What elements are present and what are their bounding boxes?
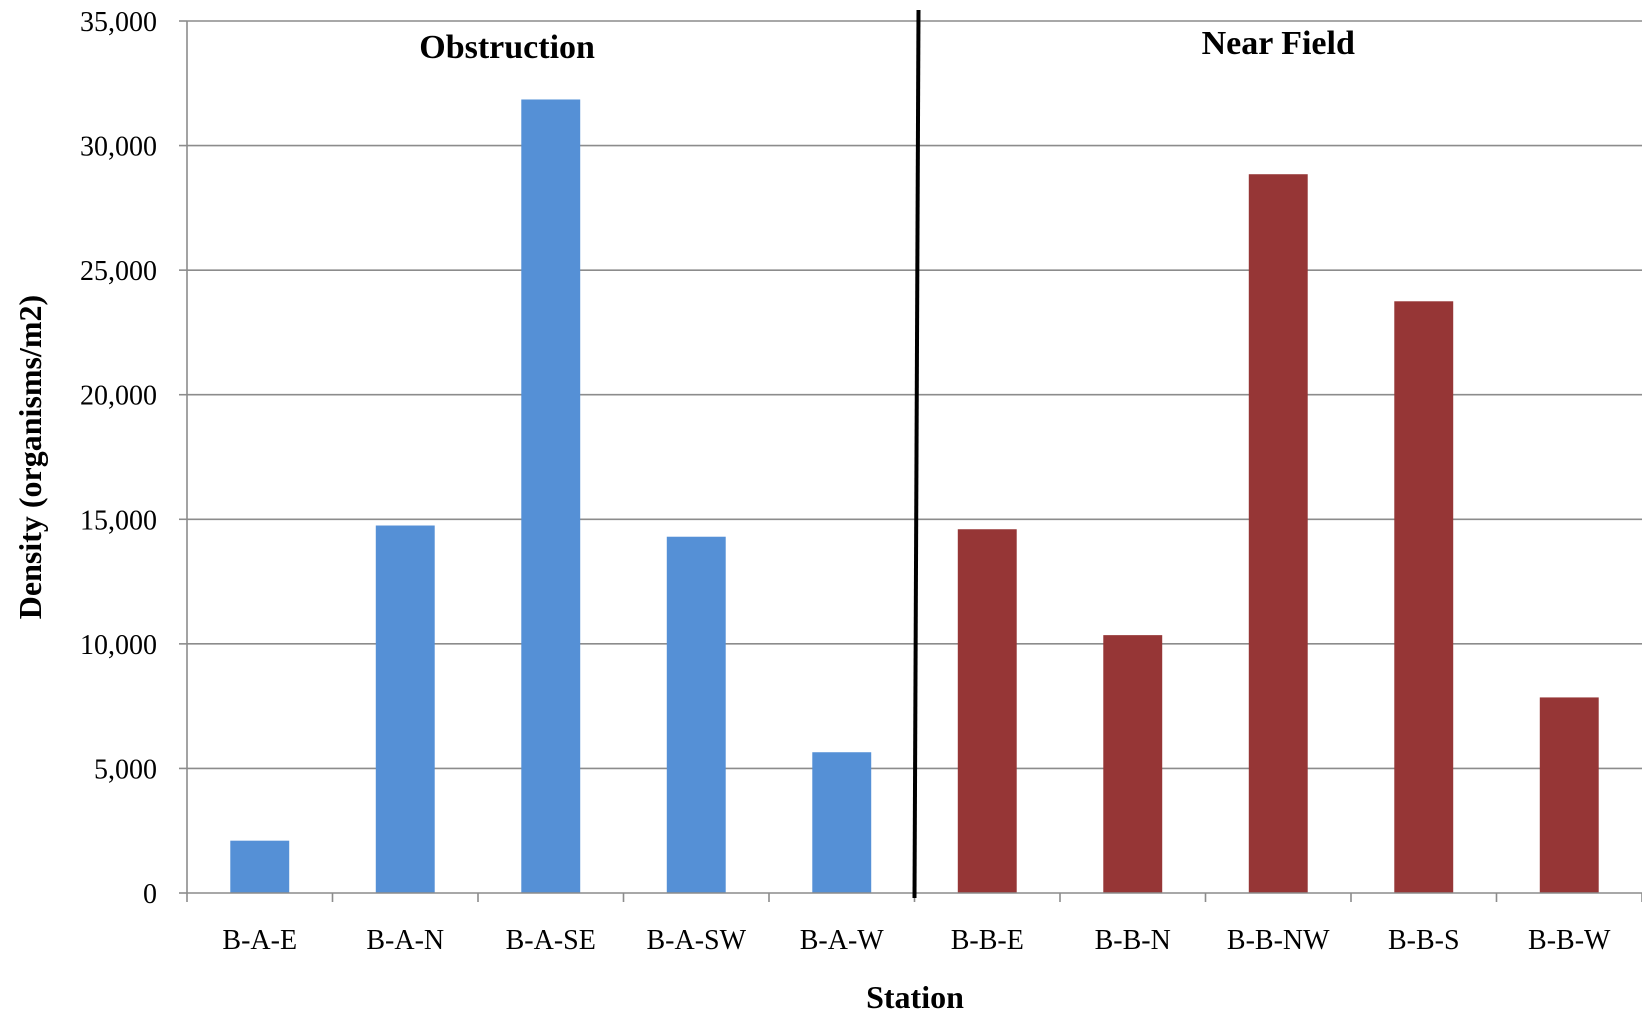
bar-b-a-n	[375, 525, 435, 893]
y-tick-label: 15,000	[80, 505, 157, 536]
bar-b-b-w	[1539, 697, 1599, 893]
y-tick-label: 25,000	[80, 256, 157, 287]
bar-b-a-w	[812, 752, 872, 893]
x-tick-label: B-B-W	[1528, 925, 1611, 956]
bar-b-b-nw	[1248, 174, 1308, 894]
group-divider-line	[912, 9, 921, 899]
x-tick-label: B-B-N	[1095, 925, 1171, 956]
bar-b-a-se	[521, 99, 581, 894]
y-tick-label: 10,000	[80, 630, 157, 661]
group-label-near-field: Near Field	[1202, 25, 1355, 62]
bars	[230, 99, 1599, 894]
y-tick-label: 0	[143, 879, 157, 910]
y-axis-title: Density (organisms/m2)	[12, 295, 48, 619]
x-tick-label: B-B-S	[1388, 925, 1460, 956]
y-tick-label: 5,000	[94, 754, 157, 785]
x-tick-label: B-B-E	[951, 925, 1024, 956]
bar-b-b-n	[1103, 635, 1163, 893]
x-axis-title: Station	[866, 979, 964, 1015]
x-tick-label: B-A-SE	[506, 925, 596, 956]
y-tick-label: 20,000	[80, 381, 157, 412]
bar-b-a-e	[230, 840, 290, 893]
x-tick-label: B-A-W	[800, 925, 885, 956]
x-tick-label: B-A-N	[366, 925, 444, 956]
x-tick-labels: B-A-E B-A-N B-A-SE B-A-SW B-A-W B-B-E B-B-N B-B…	[222, 925, 1611, 956]
bar-b-b-e	[957, 529, 1017, 893]
y-tick-labels: 0 5,000 10,000 15,000 20,000 25,000 30,000 35,0…	[80, 7, 157, 910]
group-label-obstruction: Obstruction	[419, 29, 595, 66]
bar-b-b-s	[1394, 301, 1454, 893]
x-tick-label: B-A-SW	[646, 925, 746, 956]
y-tick-label: 30,000	[80, 132, 157, 163]
x-tick-label: B-A-E	[222, 925, 297, 956]
y-tick-label: 35,000	[80, 7, 157, 38]
bar-b-a-sw	[666, 536, 726, 893]
x-tick-label: B-B-NW	[1227, 925, 1330, 956]
